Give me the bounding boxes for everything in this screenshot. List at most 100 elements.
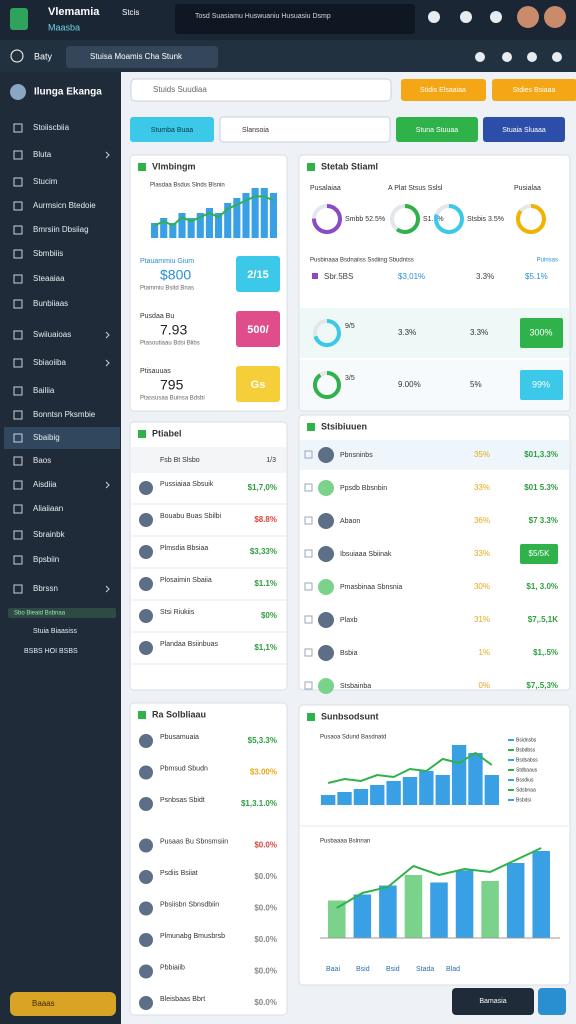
search-field bbox=[219, 116, 391, 143]
avatar bbox=[318, 546, 334, 562]
search-text[interactable]: Slansoia bbox=[242, 127, 269, 134]
tab[interactable]: Stada bbox=[416, 966, 434, 973]
label: 33% bbox=[474, 549, 490, 558]
label: Plandaa Bsiinbuas bbox=[160, 641, 218, 648]
avatar bbox=[318, 645, 334, 661]
badge-text: Sbo Bieaid Bsbnaa bbox=[14, 611, 66, 617]
label[interactable]: Ibsuiaaa Sbiinak bbox=[340, 551, 392, 558]
label: $1,1% bbox=[254, 643, 277, 652]
label: $01,3.3% bbox=[524, 450, 558, 459]
avatar bbox=[139, 838, 153, 853]
checkbox bbox=[304, 516, 313, 525]
icon bbox=[138, 163, 146, 171]
button-text[interactable]: Stdies Bsiaaa bbox=[513, 87, 556, 94]
checkbox bbox=[304, 615, 313, 624]
legend-swatch bbox=[508, 739, 514, 741]
nav-item[interactable]: BSBS HOI BSBS bbox=[24, 648, 78, 655]
footer-text[interactable]: Baaas bbox=[32, 999, 55, 1008]
label[interactable]: Pbnsninbs bbox=[340, 452, 373, 459]
bar bbox=[169, 223, 177, 238]
checkbox bbox=[304, 483, 313, 492]
label[interactable]: Bsbia bbox=[340, 650, 358, 657]
icon bbox=[307, 713, 315, 721]
chevron bbox=[105, 359, 110, 367]
nav-item[interactable]: Stucim bbox=[33, 177, 58, 186]
label[interactable]: Pmasbinaa Sbnsnia bbox=[340, 584, 402, 591]
bar bbox=[370, 785, 385, 805]
bar bbox=[269, 193, 277, 238]
nav-item[interactable]: Swiiuaioas bbox=[33, 330, 71, 339]
nav-item[interactable]: Bpsbiin bbox=[33, 555, 59, 564]
label: Ptauammiu Gium bbox=[140, 258, 194, 265]
icon bbox=[138, 711, 146, 719]
nav-item[interactable]: Stuia Biaasiss bbox=[33, 628, 77, 635]
ring bbox=[313, 319, 341, 347]
button-text[interactable]: Stumba Buaa bbox=[151, 127, 194, 134]
search-text[interactable]: Stuids Suudiaa bbox=[153, 85, 207, 94]
nav-item[interactable]: Bmrsiin Dbsiiag bbox=[33, 225, 89, 234]
nav-item[interactable]: Sbrainbk bbox=[33, 530, 66, 539]
brand-sub: Maasba bbox=[48, 22, 80, 32]
nav-item[interactable]: Aurmsicn Btedoie bbox=[33, 201, 96, 210]
button-text[interactable]: Stuna Stuuaa bbox=[416, 127, 459, 134]
label: 9.00% bbox=[398, 380, 421, 389]
panel-title: Ptiabel bbox=[152, 428, 182, 438]
button-text[interactable]: Bamasia bbox=[479, 998, 506, 1005]
checkbox bbox=[304, 681, 313, 690]
nav-item[interactable]: Bailiia bbox=[33, 386, 55, 395]
label: Bsbdbss bbox=[516, 747, 536, 753]
icon bbox=[13, 177, 23, 187]
label[interactable]: Stsbainba bbox=[340, 683, 371, 690]
label[interactable]: Ppsdb Bbsnbin bbox=[340, 485, 387, 492]
avatar bbox=[318, 612, 334, 628]
search-text[interactable]: Stuisa Moamis Cha Stunk bbox=[90, 52, 183, 61]
bar bbox=[151, 223, 159, 238]
nav-item[interactable]: Bbrssn bbox=[33, 584, 58, 593]
button-text[interactable]: Stidis Elsaaiaa bbox=[420, 87, 466, 94]
nav-item[interactable]: Steaaiaa bbox=[33, 274, 65, 283]
tab[interactable]: Blad bbox=[446, 966, 460, 973]
label[interactable]: Plaxb bbox=[340, 617, 358, 624]
panel-title: Stetab Stiaml bbox=[321, 161, 378, 171]
nav-item[interactable]: Sbmbiiis bbox=[33, 249, 63, 258]
stat-value: 795 bbox=[160, 377, 184, 393]
nav-item[interactable]: Bonntsn Pksmbie bbox=[33, 410, 96, 419]
avatar bbox=[318, 579, 334, 595]
nav-item[interactable]: Aisdiia bbox=[33, 480, 57, 489]
bar bbox=[205, 208, 213, 238]
column-header: A Plat Stsus Sslsl bbox=[388, 185, 443, 192]
nav-item[interactable]: Bunbiiaas bbox=[33, 299, 68, 308]
tab[interactable]: Bsid bbox=[386, 966, 400, 973]
search-field bbox=[130, 78, 392, 102]
icon bbox=[13, 274, 23, 284]
active-item bbox=[4, 427, 120, 449]
tab[interactable]: Bsid bbox=[356, 966, 370, 973]
ring bbox=[434, 204, 464, 234]
tab[interactable]: Stcis bbox=[122, 8, 139, 17]
label: 3.3% bbox=[476, 272, 494, 281]
tab[interactable]: Baai bbox=[326, 966, 340, 973]
label: Fsb Bt Slsbo bbox=[160, 457, 200, 464]
back-button[interactable]: Baty bbox=[34, 51, 53, 61]
search-field bbox=[66, 46, 218, 68]
label: 3/5 bbox=[345, 375, 355, 382]
nav-item[interactable]: Bluta bbox=[33, 150, 52, 159]
nav-item[interactable]: Aliaiiaan bbox=[33, 504, 63, 513]
nav-item[interactable]: Baos bbox=[33, 456, 51, 465]
nav-item[interactable]: Sbaibig bbox=[33, 433, 60, 442]
icon bbox=[13, 433, 23, 443]
label: Plmunabg Bmusbrsb bbox=[160, 933, 225, 940]
panel bbox=[129, 702, 288, 1016]
label[interactable]: Abaon bbox=[340, 518, 360, 525]
icon bbox=[13, 123, 23, 133]
button-text[interactable]: Stuaia Sluaaa bbox=[502, 127, 546, 134]
label: Pusaas Bu Sbnsmsiin bbox=[160, 838, 228, 845]
label: $7 3.3% bbox=[529, 516, 558, 525]
bar bbox=[451, 745, 467, 805]
avatar bbox=[139, 870, 153, 884]
bar bbox=[379, 885, 397, 938]
nav-item[interactable]: Sbiaoiiba bbox=[33, 358, 66, 367]
nav-item[interactable]: Stoiiscbiia bbox=[33, 123, 70, 132]
avatar bbox=[139, 577, 153, 591]
icon bbox=[13, 249, 23, 259]
